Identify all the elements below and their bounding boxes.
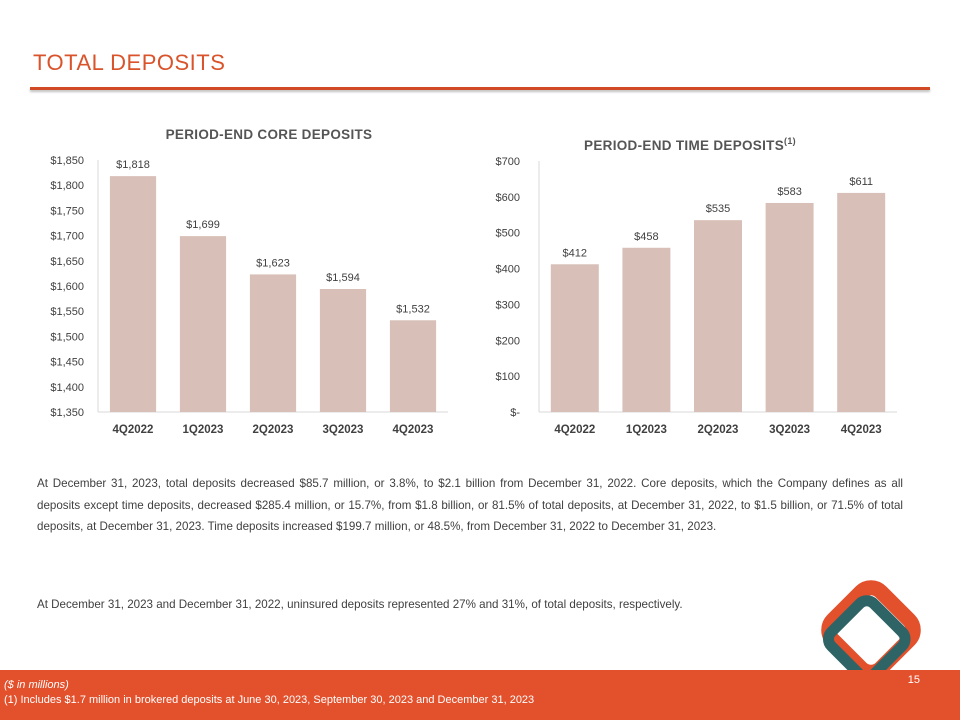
x-tick-label: 3Q2023: [769, 424, 810, 436]
y-tick-label: $1,750: [50, 205, 84, 217]
y-tick-label: $500: [496, 228, 520, 240]
bar-2q2023: [249, 274, 297, 412]
y-tick-label: $1,800: [50, 180, 84, 192]
y-tick-label: $100: [496, 371, 520, 383]
x-tick-label: 1Q2023: [183, 424, 224, 436]
core-deposits-chart: PERIOD-END CORE DEPOSITS $1,350 $1,400 $1,4…: [50, 127, 448, 436]
x-tick-label: 3Q2023: [323, 424, 364, 436]
bar-4q2023: [837, 192, 886, 412]
data-label: $583: [777, 186, 801, 198]
bar-2q2023: [694, 220, 742, 412]
chart-title: PERIOD-END TIME DEPOSITS(1): [584, 136, 796, 153]
footer-bar: ($ in millions) (1) Includes $1.7 millio…: [0, 670, 960, 720]
y-tick-label: $1,550: [50, 306, 84, 318]
data-label: $1,699: [186, 219, 220, 231]
y-tick-label: $1,650: [50, 256, 84, 268]
x-tick-label: 4Q2023: [841, 424, 882, 436]
x-tick-label: 1Q2023: [626, 424, 667, 436]
data-label: $611: [849, 176, 873, 188]
y-tick-label: $1,450: [50, 357, 84, 369]
page-title: TOTAL DEPOSITS: [33, 50, 226, 75]
x-tick-label: 2Q2023: [253, 424, 294, 436]
y-tick-label: $600: [496, 192, 520, 204]
data-label: $1,818: [116, 159, 150, 171]
bar-4q2023: [389, 320, 437, 412]
bar-4q2022: [109, 176, 157, 412]
y-tick-label: $-: [510, 407, 520, 419]
y-tick-label: $300: [496, 299, 520, 311]
bar-3q2023: [319, 289, 367, 412]
data-label: $1,594: [326, 272, 360, 284]
y-tick-label: $1,350: [50, 407, 84, 419]
company-logo: [821, 580, 921, 683]
chart-title: PERIOD-END CORE DEPOSITS: [166, 127, 373, 142]
y-tick-label: $700: [496, 156, 520, 168]
title-divider: [30, 87, 930, 90]
deposits-summary-paragraph: At December 31, 2023, total deposits dec…: [37, 477, 903, 533]
x-tick-label: 4Q2022: [113, 424, 154, 436]
brokered-deposits-footnote: (1) Includes $1.7 million in brokered de…: [4, 694, 535, 706]
chart-title-superscript: (1): [784, 136, 796, 146]
data-label: $412: [563, 247, 587, 259]
data-label: $1,532: [396, 303, 430, 315]
bar-3q2023: [765, 202, 814, 412]
bar-4q2022: [550, 264, 599, 412]
logo-inner-diamond: [822, 595, 911, 683]
data-label: $1,623: [256, 257, 290, 269]
x-tick-label: 4Q2023: [393, 424, 434, 436]
y-tick-label: $1,600: [50, 281, 84, 293]
y-tick-label: $400: [496, 264, 520, 276]
units-footnote: ($ in millions): [4, 679, 69, 691]
y-tick-label: $1,850: [50, 155, 84, 167]
page-number: 15: [907, 674, 920, 686]
x-tick-label: 4Q2022: [554, 424, 595, 436]
y-tick-label: $1,700: [50, 231, 84, 243]
bar-1q2023: [179, 236, 227, 412]
time-deposits-chart: PERIOD-END TIME DEPOSITS(1) $- $100 $200 $30…: [496, 136, 897, 436]
x-tick-label: 2Q2023: [698, 424, 739, 436]
y-tick-label: $200: [496, 335, 520, 347]
data-label: $535: [706, 203, 730, 215]
bar-1q2023: [622, 247, 671, 412]
y-tick-label: $1,400: [50, 382, 84, 394]
y-tick-label: $1,500: [50, 331, 84, 343]
data-label: $458: [634, 231, 658, 243]
uninsured-deposits-paragraph: At December 31, 2023 and December 31, 20…: [37, 598, 683, 611]
